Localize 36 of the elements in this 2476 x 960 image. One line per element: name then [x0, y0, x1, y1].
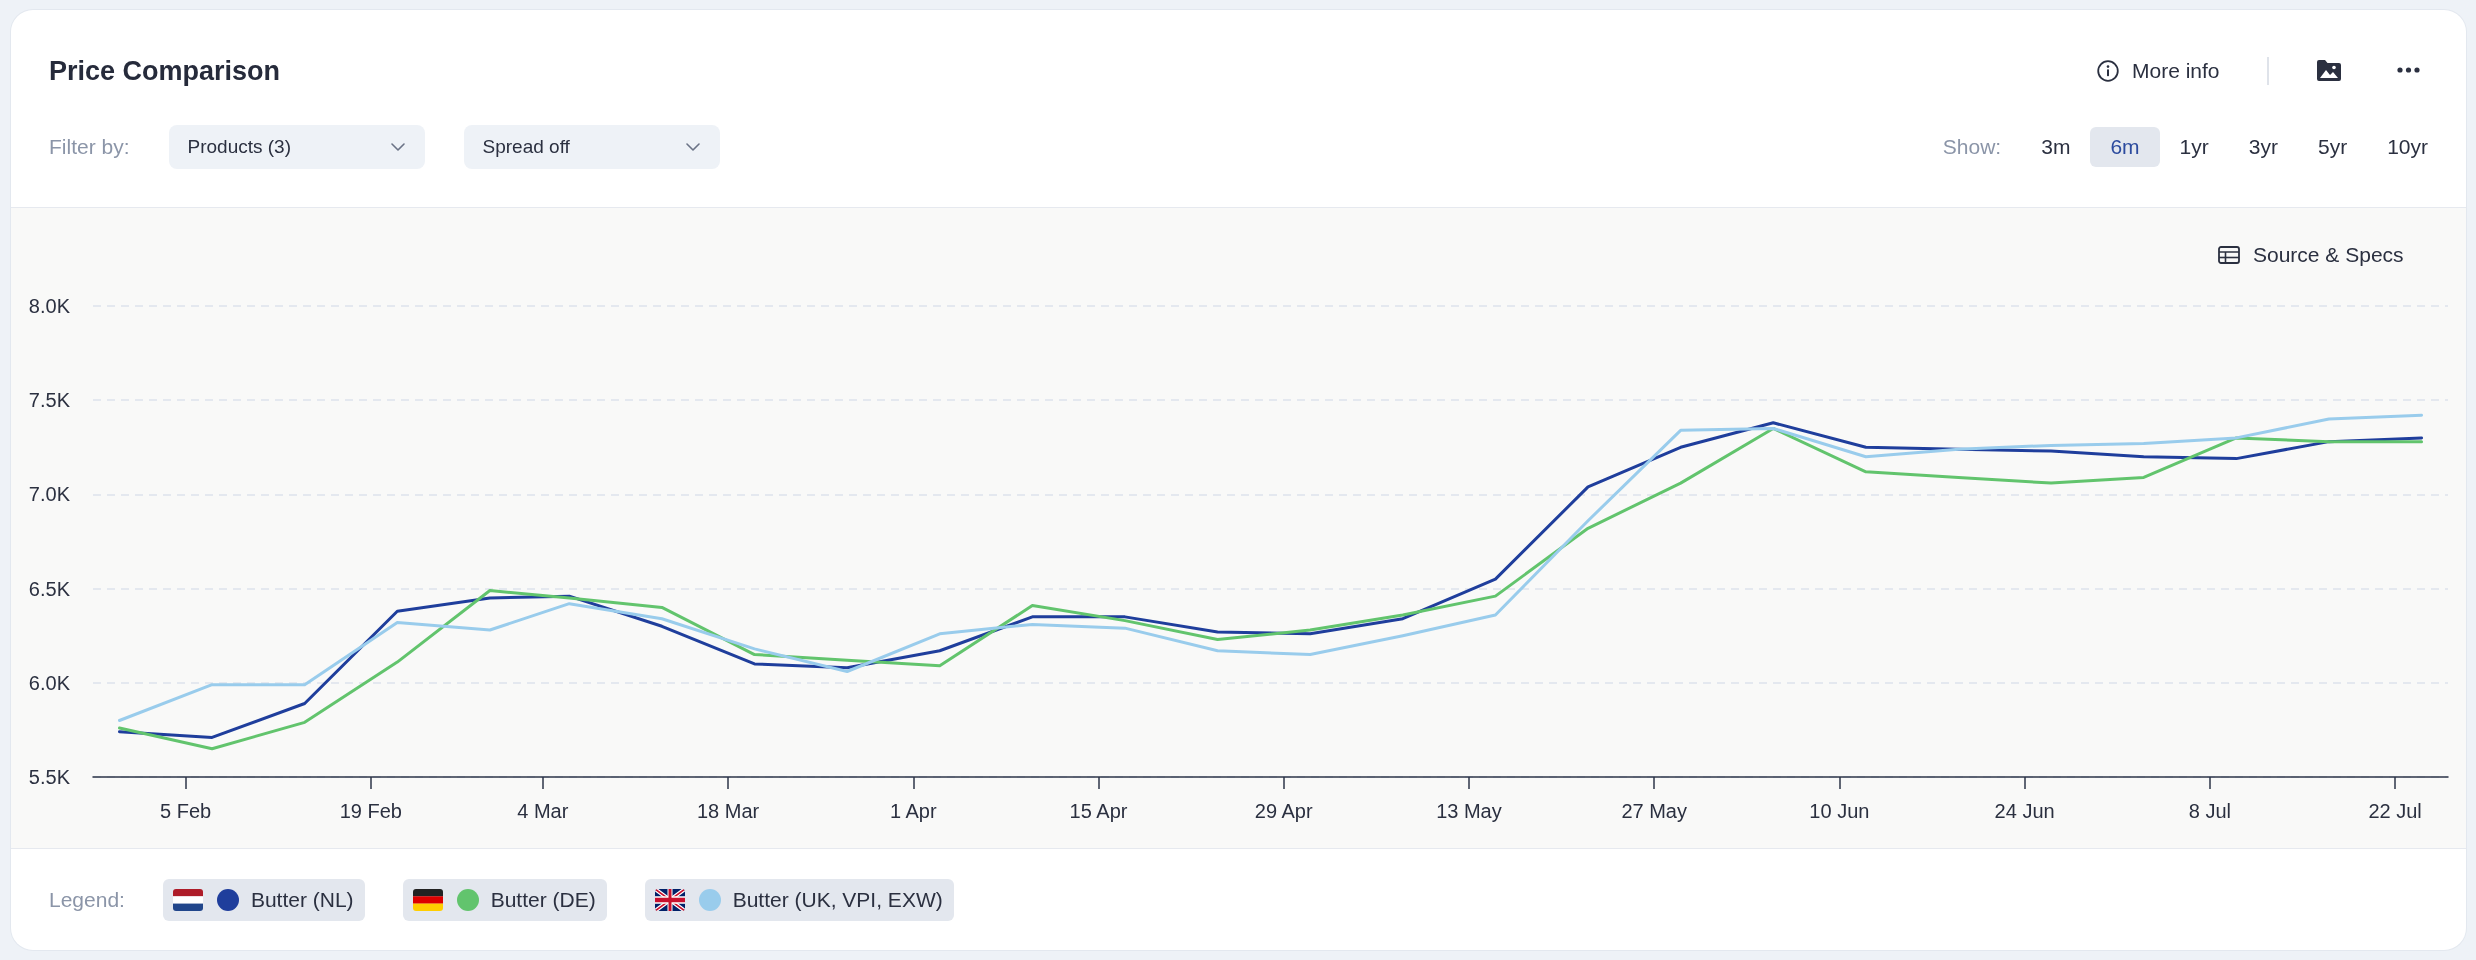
text: Filter by:	[49, 135, 130, 159]
x-tick-label: 10 Jun	[1809, 800, 1870, 822]
x-tick-label: 8 Jul	[2188, 800, 2231, 822]
x-tick-label: 19 Feb	[339, 800, 402, 822]
y-tick-label: 7.0K	[28, 483, 71, 506]
x-tick-label: 13 May	[1436, 800, 1502, 822]
y-tick-label: 8.0K	[28, 295, 71, 317]
x-tick-label: 27 May	[1621, 800, 1687, 822]
x-tick-label: 24 Jun	[1994, 800, 2055, 822]
x-tick-label: 22 Jul	[2368, 800, 2422, 822]
text: 3yr	[2248, 135, 2278, 158]
x-tick-label: 4 Mar	[517, 800, 569, 822]
legend-label: Butter (DE)	[490, 888, 596, 912]
legend-label: Butter (NL)	[250, 888, 354, 912]
legend-title: Legend:	[49, 888, 125, 912]
y-tick-label: 7.5K	[28, 389, 71, 412]
x-tick-label: 15 Apr	[1069, 800, 1128, 822]
x-tick-label: 1 Apr	[889, 800, 937, 822]
text: Show:	[1942, 135, 2002, 159]
text: 10yr	[2387, 135, 2428, 158]
text: 5yr	[2317, 135, 2348, 158]
text: More info	[2132, 58, 2220, 84]
x-tick-label: 29 Apr	[1254, 800, 1313, 822]
text: 3m	[2041, 135, 2071, 158]
y-tick-label: 6.5K	[28, 577, 71, 600]
dropdown: Products (3)	[168, 125, 425, 169]
source-note: Source & Specs	[2253, 243, 2404, 267]
legend-label: Butter (UK, VPI, EXW)	[732, 888, 943, 912]
selected-option: 6m	[2090, 127, 2160, 167]
dropdown: Spread off	[463, 125, 720, 169]
chart-title: Price Comparison	[49, 55, 281, 88]
x-tick-label: 5 Feb	[160, 800, 212, 822]
x-tick-label: 18 Mar	[696, 800, 760, 822]
y-tick-label: 5.5K	[28, 766, 71, 788]
y-tick-label: 6.0K	[28, 671, 71, 694]
text: 1yr	[2179, 135, 2209, 158]
